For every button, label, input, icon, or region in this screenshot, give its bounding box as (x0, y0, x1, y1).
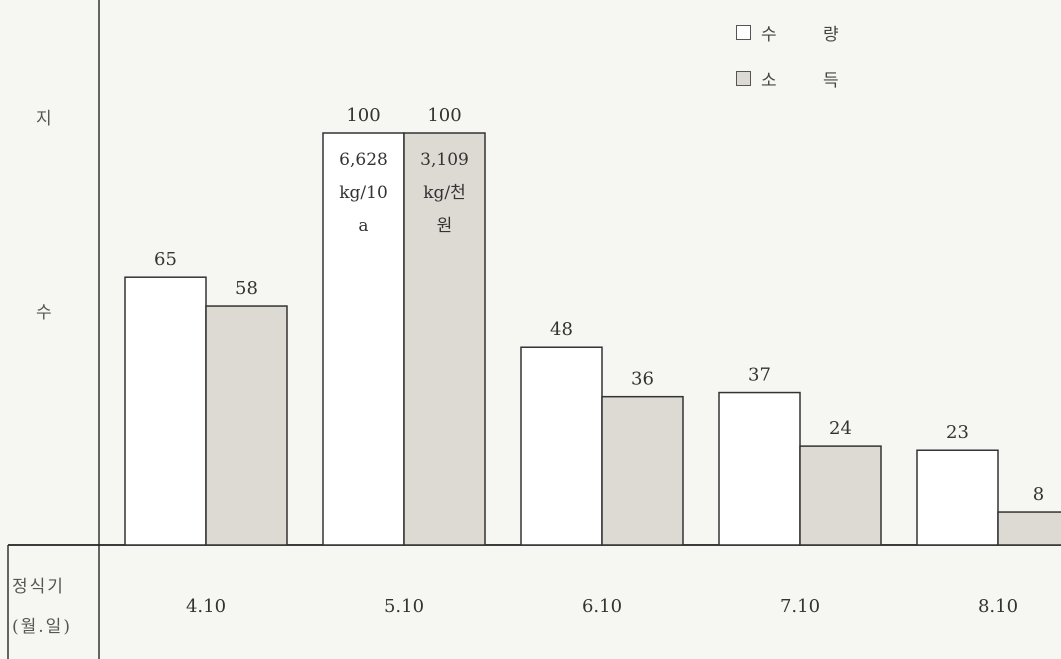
bar-quantity-8-10 (916, 449, 999, 546)
data-label: 8 (1033, 484, 1044, 505)
bar-quantity-7-10 (718, 391, 801, 546)
bar-annotation: 3,109 (420, 150, 469, 170)
bar-annotation: 6,628 (339, 150, 388, 170)
bar-annotation: kg/10 (339, 183, 388, 203)
x-tick-label: 5.10 (384, 596, 424, 617)
x-tick-label: 6.10 (582, 596, 622, 617)
bar-annotation: kg/천 (423, 183, 466, 203)
x-axis-header-line2: (월.일) (12, 617, 72, 637)
legend-swatch-income (736, 71, 751, 86)
x-tick-label: 8.10 (978, 596, 1018, 617)
data-label: 48 (550, 319, 573, 340)
legend-label-quantity-b: 량 (823, 25, 839, 45)
data-label: 37 (748, 365, 771, 386)
bar-quantity-4-10 (124, 276, 207, 546)
legend-label-quantity-a: 수 (761, 25, 777, 45)
bar-income-5-10 (403, 132, 486, 546)
bar-income-4-10 (205, 305, 288, 546)
legend-item-income: 소 득 (736, 66, 839, 91)
bar-annotation: 원 (437, 216, 453, 236)
legend-swatch-quantity (736, 25, 751, 40)
y-axis-label-bottom: 수 (36, 303, 52, 323)
data-label: 24 (829, 418, 852, 439)
x-axis-header-line1: 정식기 (12, 577, 65, 597)
data-label: 100 (346, 105, 380, 126)
legend-label-income-b: 득 (823, 71, 839, 91)
bar-income-6-10 (601, 395, 684, 546)
bar-income-7-10 (799, 445, 882, 546)
bar-annotation: a (358, 216, 368, 236)
legend-label-income-a: 소 (761, 71, 777, 91)
data-label: 65 (154, 249, 177, 270)
legend-item-quantity: 수 량 (736, 20, 839, 45)
bar-quantity-6-10 (520, 346, 603, 546)
x-tick-label: 4.10 (186, 596, 226, 617)
y-axis-label-top: 지 (36, 109, 52, 129)
data-label: 58 (235, 278, 258, 299)
bar-income-8-10 (997, 511, 1061, 546)
data-label: 36 (631, 369, 654, 390)
x-tick-label: 7.10 (780, 596, 820, 617)
data-label: 23 (946, 422, 969, 443)
bar-quantity-5-10 (322, 132, 405, 546)
data-label: 100 (427, 105, 461, 126)
